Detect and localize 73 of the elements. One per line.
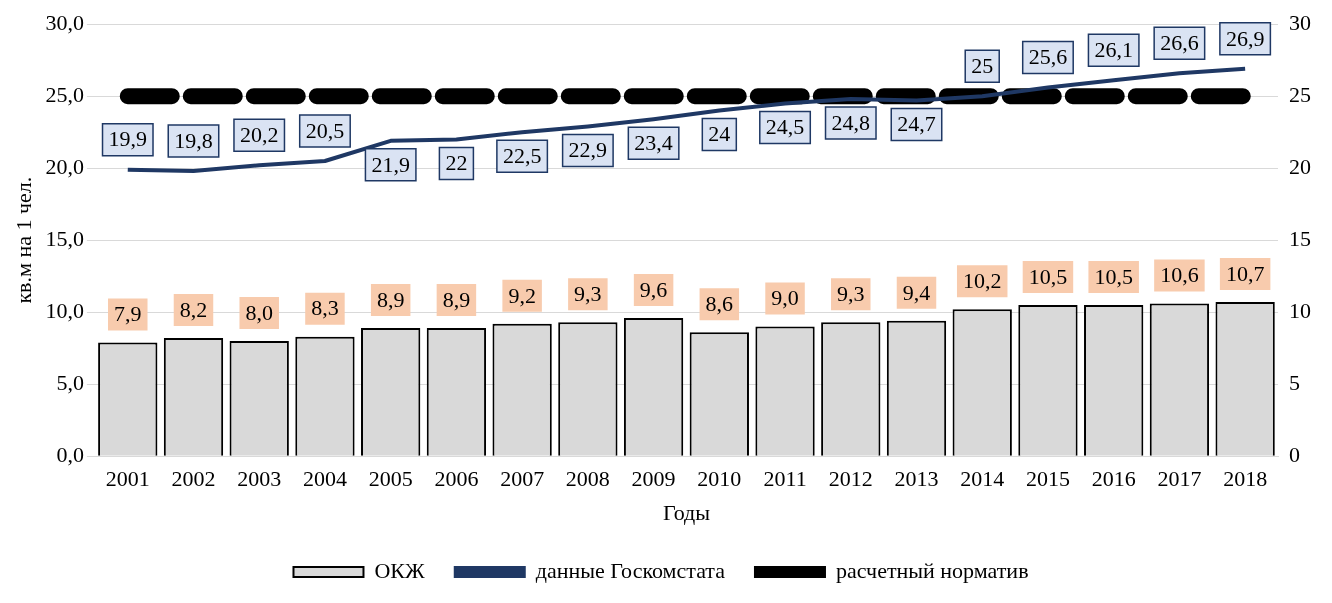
x-tick-label: 2010 — [697, 466, 742, 492]
data-label: 10,7 — [1225, 260, 1265, 286]
data-label: 9,2 — [508, 282, 536, 308]
data-label: 20,5 — [305, 117, 345, 143]
x-tick-label: 2009 — [631, 466, 676, 492]
y2-tick-label: 0 — [1289, 441, 1300, 467]
data-label: 24 — [708, 121, 731, 147]
x-tick-label: 2007 — [500, 466, 545, 492]
data-label: 19,8 — [174, 127, 213, 153]
data-label: 10,2 — [962, 268, 1002, 294]
x-tick-label: 2008 — [565, 466, 610, 492]
y-tick-label: 25,0 — [45, 81, 84, 107]
data-label: 10,5 — [1094, 263, 1133, 289]
data-label: 24,5 — [765, 114, 805, 140]
data-label: 8,6 — [705, 291, 734, 317]
data-label: 22 — [445, 150, 468, 176]
data-label: 21,9 — [371, 151, 410, 177]
data-label: 25 — [971, 52, 994, 78]
x-tick-label: 2001 — [105, 466, 150, 492]
data-label: 9,3 — [837, 281, 865, 307]
data-label: 10,5 — [1028, 263, 1068, 289]
y2-tick-label: 25 — [1289, 81, 1311, 107]
y2-tick-label: 15 — [1289, 225, 1311, 251]
data-label: 8,9 — [442, 286, 471, 312]
data-label: 23,4 — [634, 130, 673, 156]
x-tick-label: 2018 — [1223, 466, 1268, 492]
data-label: 26,9 — [1225, 25, 1265, 51]
y-axis-title: кв.м на 1 чел. — [10, 176, 36, 304]
y2-tick-label: 5 — [1289, 369, 1300, 395]
y-tick-label: 15,0 — [45, 225, 84, 251]
y2-tick-label: 30 — [1289, 9, 1311, 35]
data-label: 9,6 — [639, 276, 668, 302]
data-label: 9,3 — [574, 281, 602, 307]
legend-label: ОКЖ — [374, 557, 426, 583]
legend-label: данные Госкомстата — [535, 557, 726, 583]
data-label: 8,2 — [179, 296, 208, 322]
data-label: 7,9 — [114, 301, 142, 327]
x-tick-label: 2016 — [1091, 466, 1136, 492]
y-tick-label: 30,0 — [45, 9, 84, 35]
x-tick-label: 2005 — [368, 466, 413, 492]
data-label: 22,5 — [502, 142, 542, 168]
data-label: 19,9 — [108, 126, 148, 152]
x-tick-label: 2014 — [960, 466, 1005, 492]
y2-tick-label: 10 — [1289, 297, 1311, 323]
y-tick-label: 10,0 — [45, 297, 84, 323]
y2-tick-label: 20 — [1289, 153, 1311, 179]
data-label: 9,4 — [902, 279, 931, 305]
data-label: 8,0 — [245, 299, 273, 325]
x-tick-label: 2012 — [828, 466, 873, 492]
y-tick-label: 5,0 — [56, 369, 84, 395]
data-label: 8,9 — [376, 286, 405, 312]
x-tick-label: 2011 — [763, 466, 807, 492]
data-label: 10,6 — [1160, 262, 1199, 288]
data-label: 24,7 — [897, 111, 936, 137]
data-label: 25,6 — [1028, 44, 1068, 70]
data-label: 26,6 — [1160, 29, 1199, 55]
data-label: 24,8 — [831, 109, 871, 135]
data-label: 8,3 — [311, 295, 339, 321]
y-tick-label: 0,0 — [56, 441, 84, 467]
data-label: 9,0 — [771, 285, 799, 311]
legend-label: расчетный норматив — [835, 557, 1029, 583]
x-tick-label: 2006 — [434, 466, 479, 492]
x-tick-label: 2015 — [1025, 466, 1070, 492]
x-axis-title: Годы — [662, 499, 711, 525]
data-label: 26,1 — [1094, 37, 1133, 63]
data-label: 22,9 — [568, 137, 608, 163]
y-tick-label: 20,0 — [45, 153, 84, 179]
x-tick-label: 2003 — [237, 466, 282, 492]
x-tick-label: 2017 — [1157, 466, 1202, 492]
data-label: 20,2 — [239, 122, 279, 148]
x-tick-label: 2004 — [302, 466, 347, 492]
x-tick-label: 2002 — [171, 466, 216, 492]
x-tick-label: 2013 — [894, 466, 939, 492]
